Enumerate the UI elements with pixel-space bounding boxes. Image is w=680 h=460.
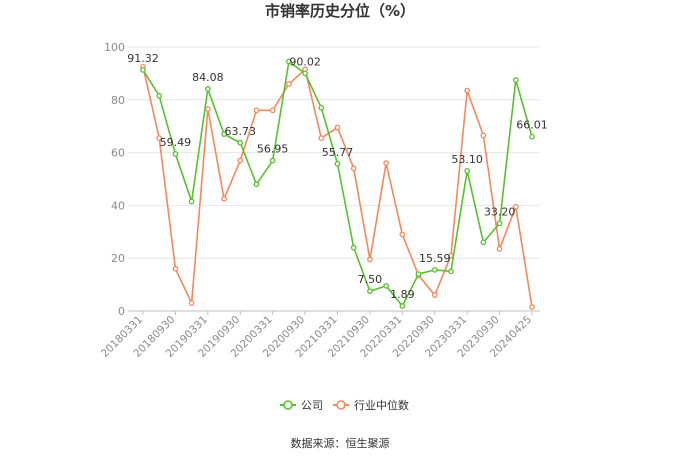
data-point <box>431 292 438 299</box>
data-label: 90.02 <box>289 55 321 68</box>
legend[interactable]: 公司 行业中位数 <box>280 398 409 412</box>
data-point <box>334 124 341 131</box>
data-point <box>253 107 260 114</box>
data-label: 53.10 <box>451 153 483 166</box>
data-point <box>221 195 227 202</box>
legend-marker <box>336 400 346 410</box>
data-label: 1.89 <box>390 288 415 301</box>
data-point <box>156 92 163 99</box>
data-point <box>399 231 406 238</box>
data-point <box>172 151 179 157</box>
data-point <box>221 131 227 137</box>
data-point <box>286 81 292 87</box>
data-point <box>253 181 260 188</box>
data-point <box>188 300 195 306</box>
data-label: 66.01 <box>516 119 548 132</box>
data-point <box>156 135 163 141</box>
chart-title: 市销率历史分位（%） <box>265 2 415 20</box>
legend-marker <box>283 400 293 410</box>
data-point <box>464 87 471 94</box>
data-label: 63.73 <box>225 125 257 138</box>
data-point <box>172 265 179 272</box>
data-label: 7.50 <box>358 273 383 286</box>
data-label: 55.77 <box>322 146 354 159</box>
data-point <box>188 198 195 205</box>
data-point <box>350 165 357 172</box>
data-point <box>367 288 373 295</box>
legend-item[interactable]: 行业中位数 <box>333 398 409 412</box>
data-point <box>367 256 373 263</box>
series-group <box>140 58 535 310</box>
legend-label: 公司 <box>301 399 323 412</box>
y-tick-label: 20 <box>111 252 125 265</box>
data-label: 15.59 <box>419 252 451 265</box>
data-point <box>269 107 276 114</box>
data-label: 59.49 <box>160 136 192 149</box>
data-point <box>334 160 341 167</box>
data-point <box>286 58 292 65</box>
series-line <box>142 66 533 308</box>
source-note: 数据来源：恒生聚源 <box>291 436 390 450</box>
data-point <box>496 220 503 227</box>
data-point <box>448 268 454 275</box>
legend-label: 行业中位数 <box>354 398 409 412</box>
legend-item[interactable]: 公司 <box>280 399 323 412</box>
data-point <box>302 70 308 77</box>
y-tick-label: 100 <box>104 41 125 54</box>
data-point <box>269 157 276 164</box>
data-label: 33.20 <box>484 205 516 218</box>
data-point <box>204 86 211 92</box>
data-point <box>512 77 519 83</box>
data-point <box>140 67 146 73</box>
y-tick-label: 40 <box>111 199 125 212</box>
y-tick-label: 60 <box>111 147 125 160</box>
data-point <box>237 139 244 146</box>
data-point <box>480 239 487 246</box>
data-point <box>529 304 535 310</box>
data-point <box>318 135 325 141</box>
data-point <box>318 104 325 111</box>
data-point <box>529 133 535 140</box>
data-point <box>415 271 422 277</box>
data-point <box>496 246 503 252</box>
data-point <box>512 203 519 210</box>
data-point <box>204 106 211 112</box>
data-label: 91.32 <box>127 52 159 65</box>
data-point <box>431 266 438 273</box>
data-point <box>480 132 487 139</box>
y-tick-label: 80 <box>111 94 125 107</box>
data-label: 84.08 <box>192 71 224 84</box>
data-point <box>383 283 389 289</box>
data-point <box>383 160 389 167</box>
data-point <box>399 303 406 309</box>
data-point <box>464 167 471 174</box>
y-tick-label: 0 <box>118 305 125 318</box>
data-point <box>237 157 244 164</box>
data-point <box>350 244 357 251</box>
data-label: 56.95 <box>257 143 289 156</box>
